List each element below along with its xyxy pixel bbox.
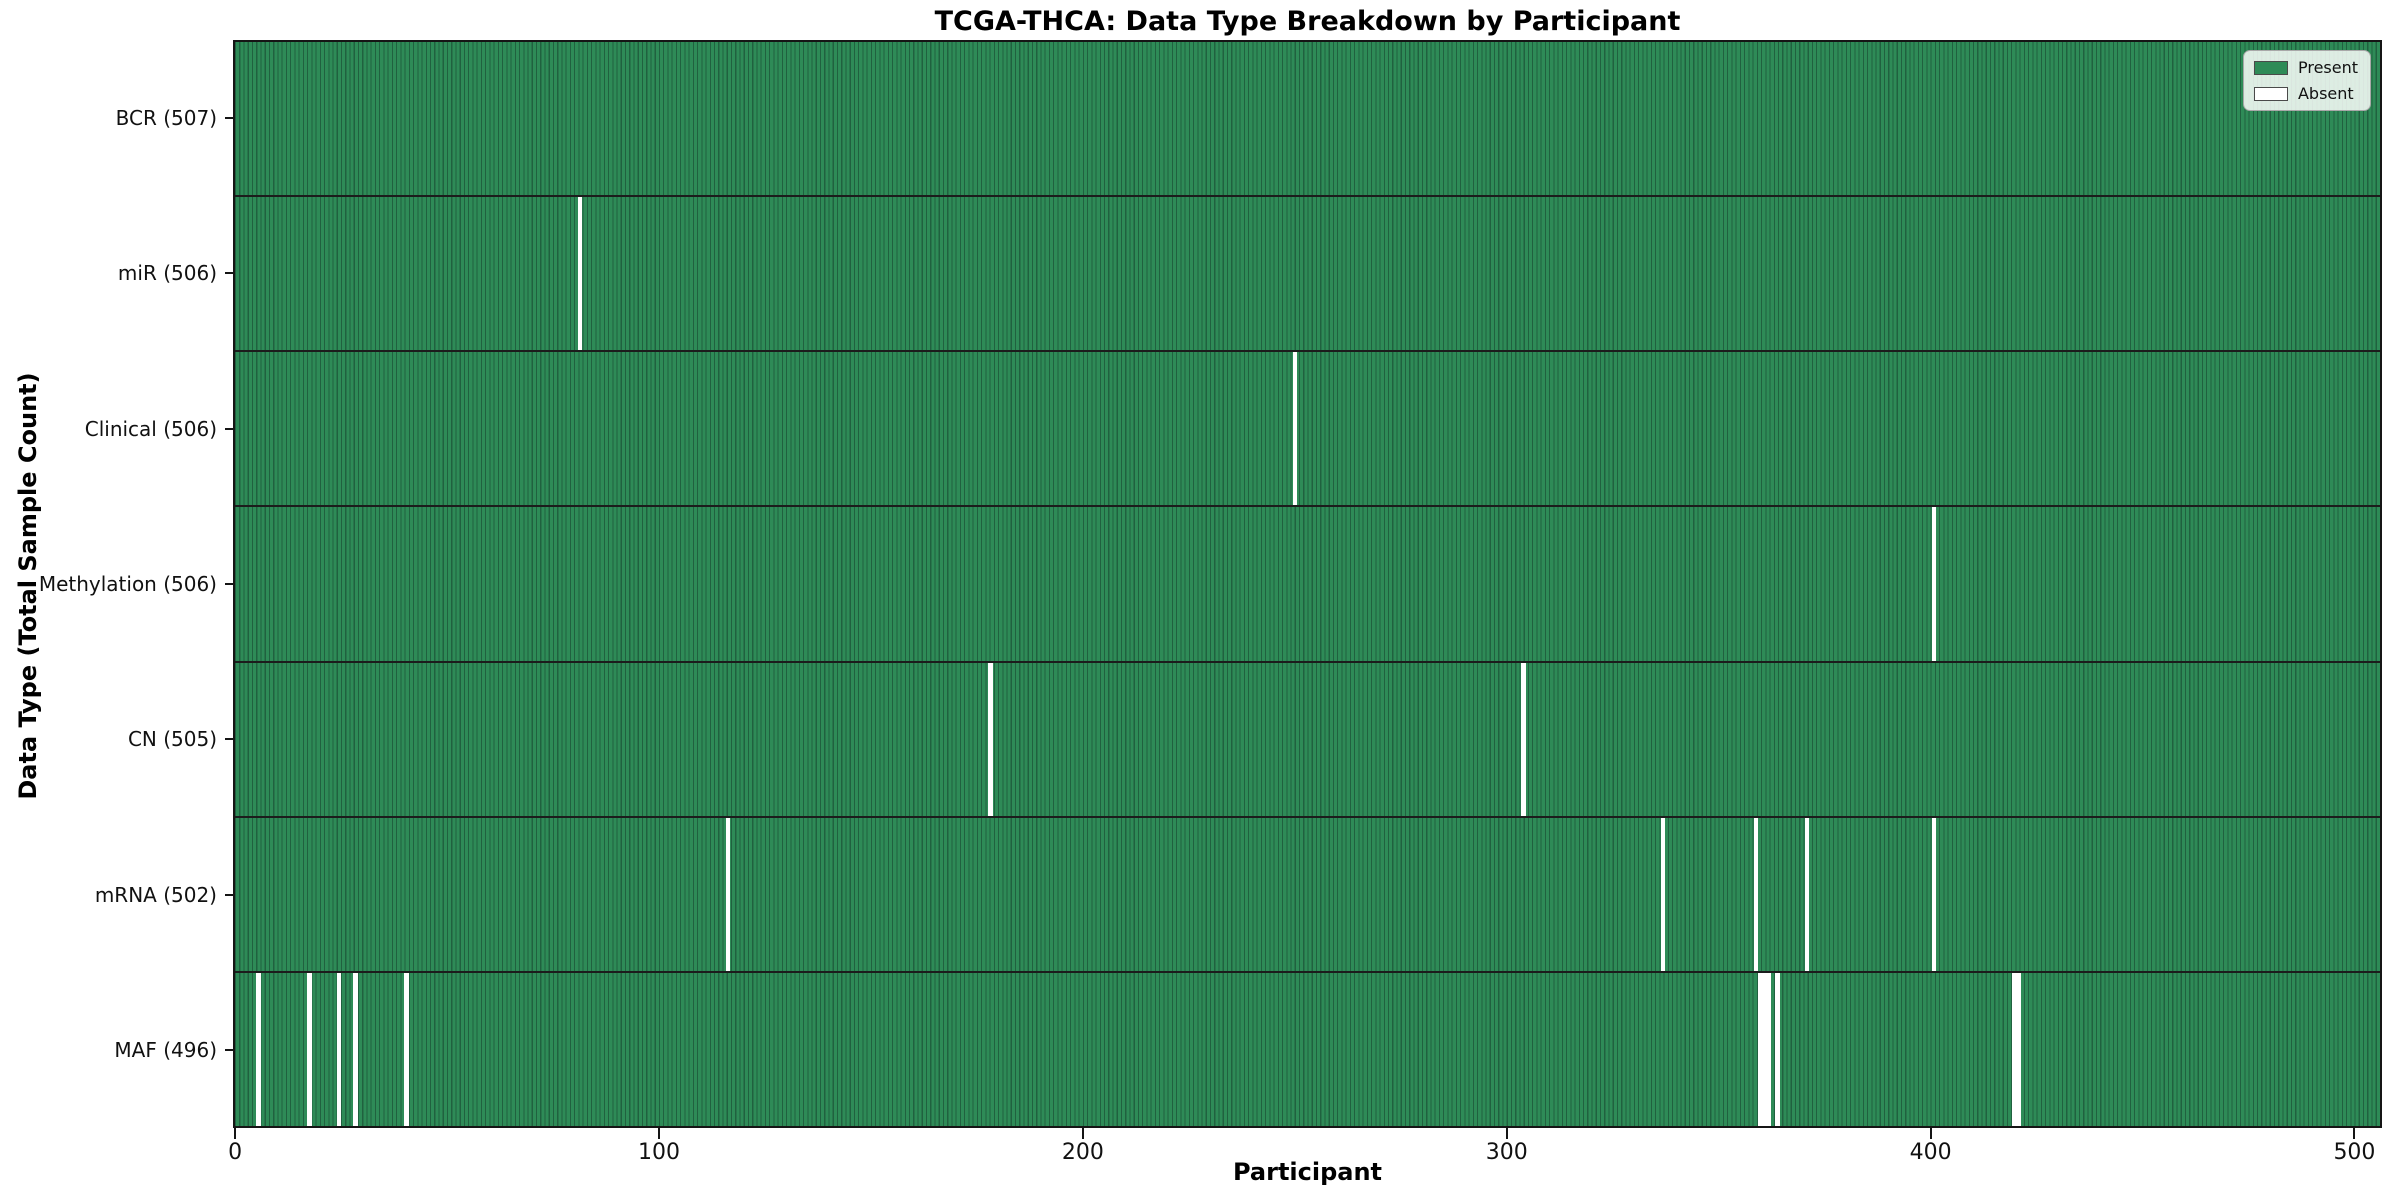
x-tick-label-0: 0	[228, 1140, 243, 1165]
legend-label-present: Present	[2297, 58, 2358, 77]
absent-gap	[353, 972, 359, 1126]
absent-gap	[1762, 972, 1767, 1126]
legend-label-absent: Absent	[2297, 84, 2354, 103]
absent-gap	[404, 972, 409, 1126]
x-axis-label: Participant	[1232, 1158, 1383, 1186]
y-tick-mark	[225, 272, 235, 275]
x-tick-label-500: 500	[2333, 1140, 2376, 1165]
absent-swatch	[2253, 86, 2288, 101]
x-tick-mark	[1505, 1128, 1508, 1139]
absent-gap	[1292, 352, 1298, 506]
absent-gap	[725, 817, 731, 971]
absent-gap	[1758, 972, 1763, 1126]
row-bcr	[235, 42, 2380, 198]
row-cn	[235, 662, 2380, 818]
y-tick-label-cn: CN (505)	[127, 727, 217, 752]
legend-item-present: Present	[2253, 58, 2358, 77]
y-tick-label-mir: miR (506)	[117, 261, 217, 286]
absent-gap	[1931, 817, 1937, 971]
absent-gap	[577, 197, 583, 351]
x-tick-label-100: 100	[637, 1140, 680, 1165]
y-tick-mark	[225, 738, 235, 741]
x-tick-mark	[1081, 1128, 1084, 1139]
x-axis-ticks: 0 100 200 300 400 500	[228, 1128, 2382, 1168]
plot-area: Present Absent	[233, 40, 2382, 1128]
x-tick-mark	[234, 1128, 237, 1139]
absent-gap	[2016, 972, 2021, 1126]
x-tick-label-200: 200	[1061, 1140, 1104, 1165]
y-tick-label-bcr: BCR (507)	[115, 105, 217, 130]
row-mrna	[235, 817, 2380, 973]
absent-gap	[1775, 972, 1780, 1126]
absent-gap	[988, 662, 993, 816]
y-axis-ticks: BCR (507) miR (506) Clinical (506) Methylat…	[0, 40, 235, 1128]
legend-item-absent: Absent	[2253, 84, 2358, 103]
x-tick-mark	[2353, 1128, 2356, 1139]
y-tick-mark	[225, 427, 235, 430]
absent-gap	[336, 972, 342, 1126]
absent-gap	[256, 972, 261, 1126]
row-mir	[235, 197, 2380, 353]
absent-gap	[1521, 662, 1526, 816]
row-maf	[235, 972, 2380, 1126]
legend: Present Absent	[2242, 50, 2371, 111]
absent-gap	[2011, 972, 2017, 1126]
x-tick-mark	[657, 1128, 660, 1139]
y-tick-label-clinical: Clinical (506)	[84, 416, 217, 441]
chart-title: TCGA-THCA: Data Type Breakdown by Partic…	[934, 6, 1681, 37]
x-tick-mark	[1929, 1128, 1932, 1139]
y-tick-label-mrna: mRNA (502)	[94, 882, 217, 907]
present-swatch	[2253, 60, 2288, 75]
x-tick-label-300: 300	[1485, 1140, 1528, 1165]
y-tick-mark	[225, 116, 235, 119]
row-methylation	[235, 507, 2380, 663]
y-tick-mark	[225, 583, 235, 585]
absent-gap	[1931, 507, 1937, 661]
y-tick-label-maf: MAF (496)	[114, 1038, 217, 1063]
y-tick-mark	[225, 893, 235, 896]
y-tick-label-methylation: Methylation (506)	[38, 572, 217, 596]
row-clinical	[235, 352, 2380, 508]
absent-gap	[1766, 972, 1772, 1126]
absent-gap	[1753, 817, 1759, 971]
absent-gap	[1804, 817, 1810, 971]
absent-gap	[1660, 817, 1666, 971]
absent-gap	[306, 972, 312, 1126]
x-tick-label-400: 400	[1909, 1140, 1952, 1165]
y-tick-mark	[225, 1049, 235, 1052]
